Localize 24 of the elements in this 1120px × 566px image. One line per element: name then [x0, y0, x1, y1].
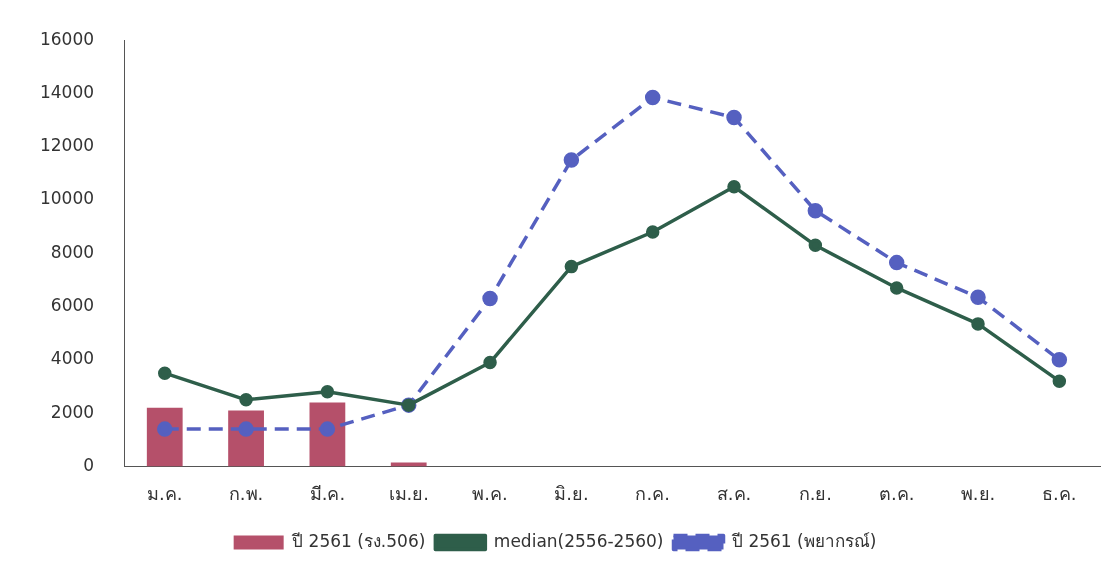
legend-label: ปี 2561 (รง.506): [291, 530, 426, 551]
x-tick-label: มิ.ย.: [554, 482, 589, 504]
x-tick-label: มี.ค.: [309, 482, 346, 504]
x-tick-label: ก.พ.: [228, 482, 264, 504]
x-tick-label: ก.ค.: [635, 482, 670, 504]
x-tick-label: ม.ค.: [147, 482, 183, 504]
y-tick-label: 12000: [39, 135, 95, 156]
y-tick-label: 4000: [50, 348, 95, 369]
legend-label: median(2556-2560): [493, 530, 664, 551]
y-tick-label: 6000: [50, 295, 95, 315]
x-tick-label: ส.ค.: [716, 482, 752, 504]
y-tick-label: 2000: [50, 401, 95, 422]
y-tick-label: 14000: [39, 81, 95, 102]
x-tick-label: ธ.ค.: [1042, 482, 1077, 504]
x-tick-label: ต.ค.: [878, 482, 915, 504]
x-tick-label: เม.ย.: [388, 482, 429, 504]
x-tick-label: พ.ค.: [472, 482, 508, 504]
x-tick-label: ก.ย.: [798, 482, 833, 504]
y-tick-label: 16000: [39, 28, 95, 49]
y-tick-label: 0: [83, 454, 95, 475]
x-tick-label: พ.ย.: [960, 482, 996, 504]
y-tick-label: 8000: [50, 241, 95, 262]
y-tick-label: 10000: [39, 188, 95, 209]
legend-label: ปี 2561 (พยากรณ์): [731, 530, 877, 551]
